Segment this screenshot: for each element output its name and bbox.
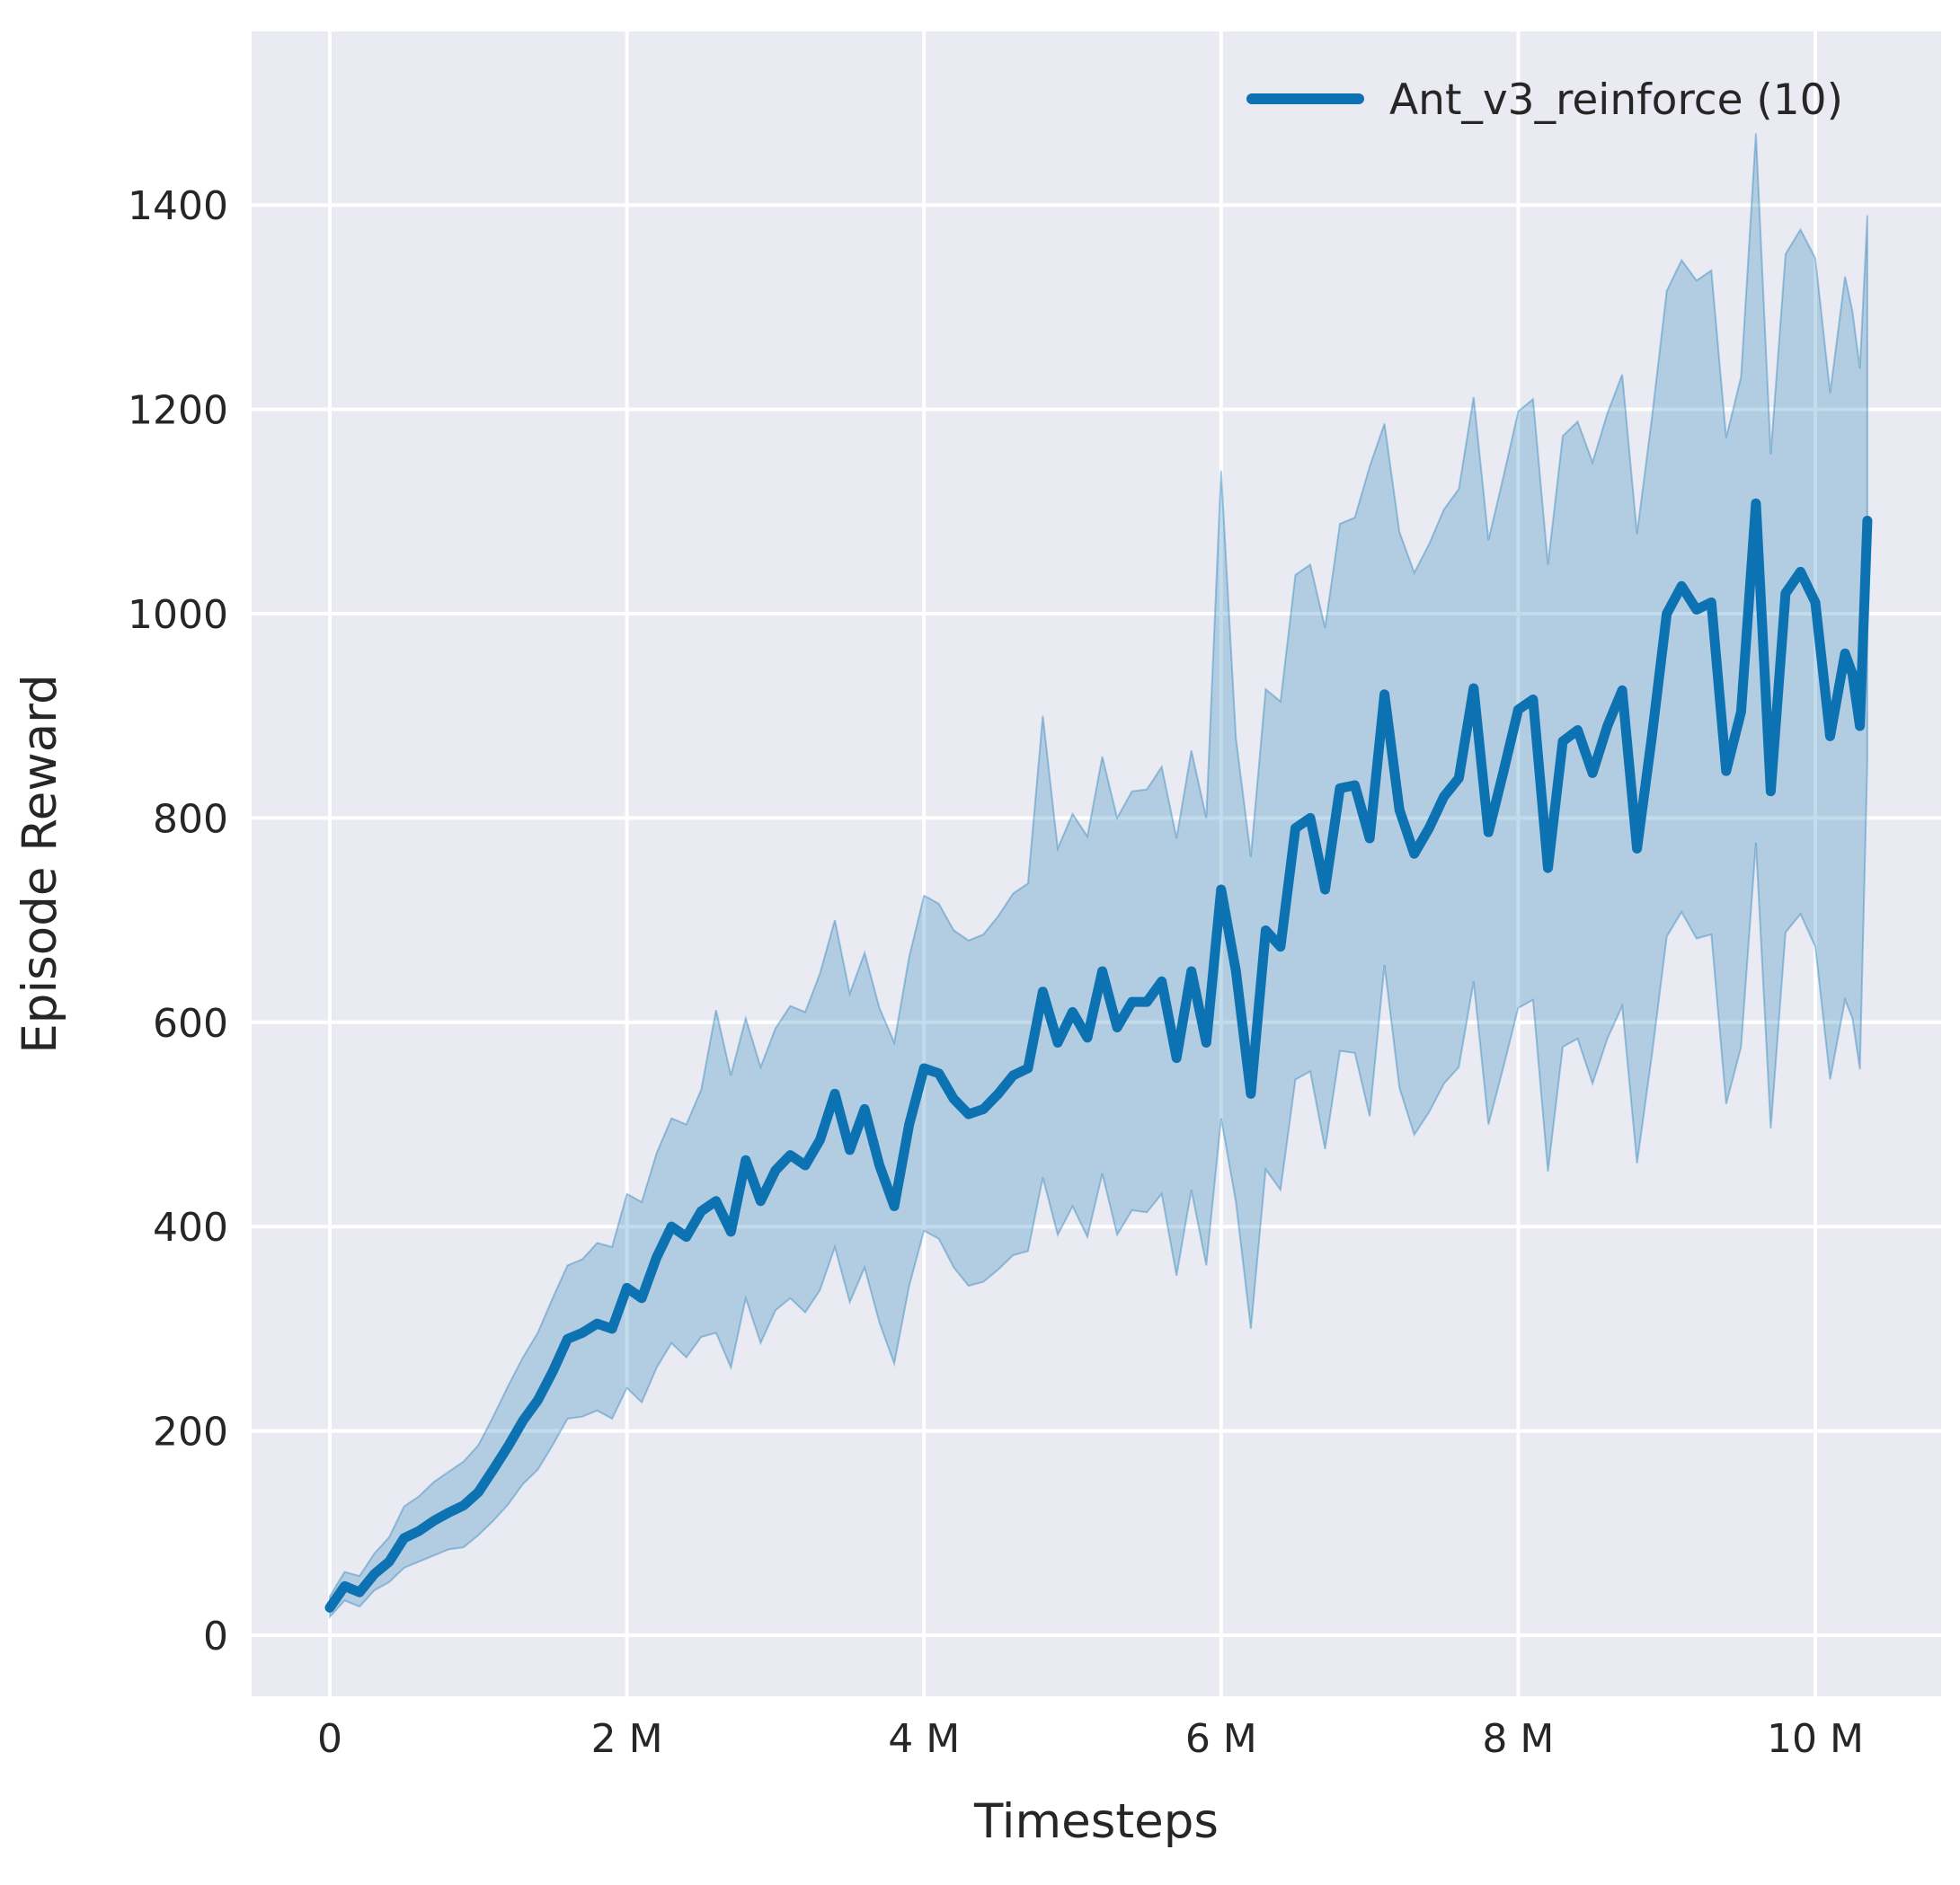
gridlines <box>252 31 1941 1696</box>
x-axis-label: Timesteps <box>973 1794 1219 1849</box>
x-tick-label: 6 M <box>1185 1716 1257 1762</box>
y-tick-label: 200 <box>153 1410 228 1456</box>
x-tick-label: 0 <box>317 1716 342 1762</box>
x-tick-label: 10 M <box>1767 1716 1864 1762</box>
x-tick-label: 4 M <box>888 1716 960 1762</box>
plot-area <box>252 31 1941 1696</box>
legend-label: Ant_v3_reinforce (10) <box>1389 75 1843 125</box>
y-tick-label: 400 <box>153 1205 228 1251</box>
x-tick-label: 8 M <box>1482 1716 1554 1762</box>
y-tick-label: 1200 <box>128 388 228 434</box>
confidence-band <box>329 133 1868 1620</box>
y-tick-label: 0 <box>203 1614 228 1659</box>
y-tick-label: 600 <box>153 1001 228 1047</box>
y-tick-label: 800 <box>153 796 228 842</box>
legend: Ant_v3_reinforce (10) <box>1246 75 1843 125</box>
y-tick-labels: 0 200 400 600 800 1000 1200 1400 <box>128 183 228 1659</box>
x-tick-label: 2 M <box>591 1716 663 1762</box>
y-tick-label: 1400 <box>128 183 228 229</box>
y-axis-label: Episode Reward <box>13 674 67 1053</box>
y-tick-label: 1000 <box>128 592 228 638</box>
x-tick-labels: 0 2 M 4 M 6 M 8 M 10 M <box>317 1716 1864 1762</box>
mean-reward-line <box>324 498 1873 1613</box>
